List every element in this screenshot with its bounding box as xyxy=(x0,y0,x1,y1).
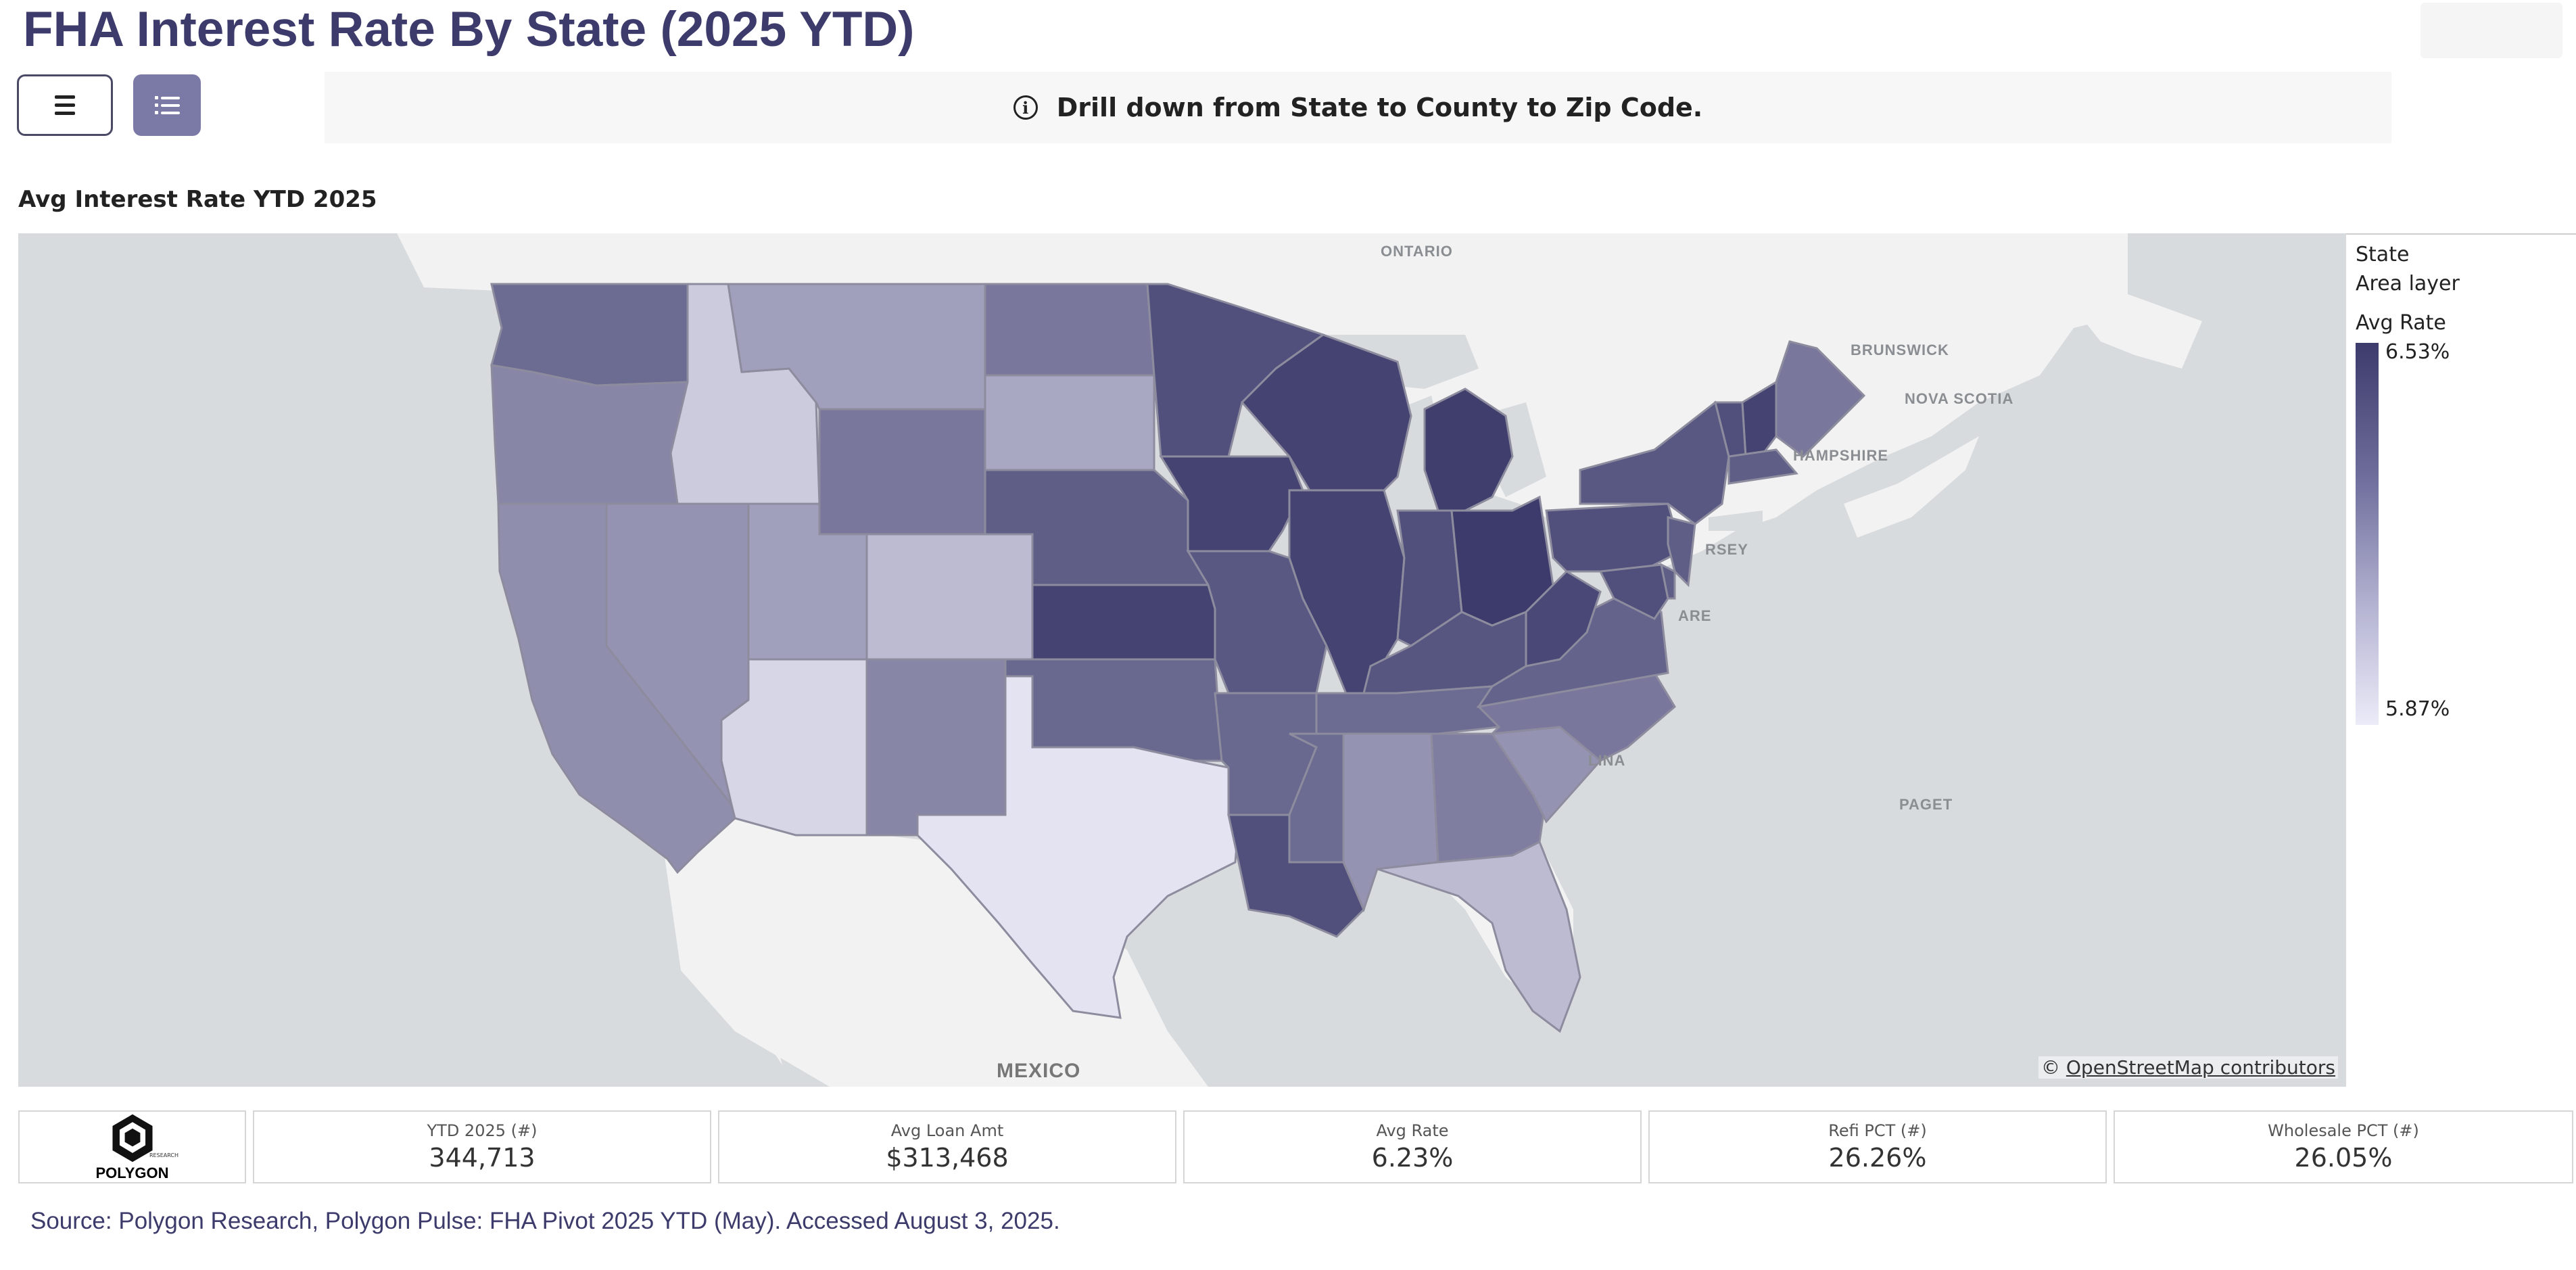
hamburger-icon xyxy=(55,95,75,115)
legend-layer-name: State xyxy=(2356,243,2410,266)
kpi-card-refi-pct: Refi PCT (#) 26.26% xyxy=(1648,1110,2107,1183)
attribution-prefix: © xyxy=(2041,1056,2060,1079)
map-label-carolina: LINA xyxy=(1588,752,1626,769)
kpi-card-avg-rate: Avg Rate 6.23% xyxy=(1183,1110,1642,1183)
map-label-mexico: MEXICO xyxy=(997,1060,1081,1082)
map-label-hampshire: HAMPSHIRE xyxy=(1793,447,1889,464)
page-title: FHA Interest Rate By State (2025 YTD) xyxy=(23,2,915,57)
state-pa[interactable] xyxy=(1545,502,1683,573)
info-icon: i xyxy=(1013,95,1038,120)
kpi-label: Refi PCT (#) xyxy=(1828,1121,1927,1140)
state-nd[interactable] xyxy=(984,283,1155,377)
top-right-placeholder xyxy=(2420,3,2562,58)
map-label-ontario: ONTARIO xyxy=(1381,243,1453,260)
kpi-value: 6.23% xyxy=(1371,1143,1454,1173)
logo-subtitle: RESEARCH xyxy=(149,1152,178,1158)
kpi-label: Avg Rate xyxy=(1376,1121,1449,1140)
kpi-card-wholesale-pct: Wholesale PCT (#) 26.05% xyxy=(2114,1110,2573,1183)
state-wy[interactable] xyxy=(818,408,986,536)
state-co[interactable] xyxy=(865,533,1034,661)
map-label-paget: PAGET xyxy=(1899,796,1953,813)
kpi-value: 26.26% xyxy=(1828,1143,1927,1173)
kpi-value: $313,468 xyxy=(886,1143,1009,1173)
kpi-card-ytd: YTD 2025 (#) 344,713 xyxy=(253,1110,711,1183)
kpi-label: YTD 2025 (#) xyxy=(427,1121,538,1140)
state-or[interactable] xyxy=(490,364,689,505)
state-nc[interactable] xyxy=(1476,672,1676,762)
state-mi[interactable] xyxy=(1423,387,1514,512)
kpi-value: 344,713 xyxy=(429,1143,535,1173)
source-note: Source: Polygon Research, Polygon Pulse:… xyxy=(30,1208,1060,1234)
kpi-card-avg-loan: Avg Loan Amt $313,468 xyxy=(718,1110,1176,1183)
nova-scotia-landmass xyxy=(1844,436,1979,538)
menu-button[interactable] xyxy=(17,74,113,136)
map-label-brunswick: BRUNSWICK xyxy=(1851,342,1949,358)
state-ma[interactable] xyxy=(1727,448,1798,485)
legend-measure: Avg Rate xyxy=(2356,311,2446,335)
state-nj[interactable] xyxy=(1667,516,1696,588)
legend-color-ramp xyxy=(2356,343,2379,725)
kpi-row: POLYGON RESEARCH YTD 2025 (#) 344,713 Av… xyxy=(18,1110,2576,1185)
mexico-landmass xyxy=(661,815,1208,1087)
state-md[interactable] xyxy=(1598,563,1669,620)
state-nh[interactable] xyxy=(1741,380,1778,465)
state-map[interactable]: ONTARIO BRUNSWICK NOVA SCOTIA HAMPSHIRE … xyxy=(18,233,2346,1087)
map-section-title: Avg Interest Rate YTD 2025 xyxy=(18,186,377,213)
kpi-label: Wholesale PCT (#) xyxy=(2268,1121,2419,1140)
newfoundland-landmass xyxy=(2074,294,2202,369)
banner-text: Drill down from State to County to Zip C… xyxy=(1056,93,1703,122)
state-de[interactable] xyxy=(1659,563,1676,600)
logo-name: POLYGON xyxy=(95,1165,169,1181)
map-label-jersey: RSEY xyxy=(1705,541,1748,558)
map-legend: State Area layer Avg Rate 6.53% 5.87% xyxy=(2346,235,2576,725)
polygon-logo-icon xyxy=(112,1114,153,1162)
legend-max-value: 6.53% xyxy=(2385,340,2450,364)
list-view-icon xyxy=(154,96,180,114)
state-ok[interactable] xyxy=(1004,658,1223,762)
state-wv[interactable] xyxy=(1525,570,1602,667)
divider xyxy=(2346,233,2576,235)
logo-card: POLYGON RESEARCH xyxy=(18,1110,246,1183)
state-ny[interactable] xyxy=(1579,400,1730,525)
state-fl[interactable] xyxy=(1377,840,1581,1033)
great-lakes-water xyxy=(1289,335,1763,565)
kpi-label: Avg Loan Amt xyxy=(890,1121,1004,1140)
osm-contributors-link[interactable]: OpenStreetMap contributors xyxy=(2066,1056,2335,1079)
baja-landmass xyxy=(667,828,782,1065)
map-label-nova-scotia: NOVA SCOTIA xyxy=(1905,390,2014,407)
state-ks[interactable] xyxy=(1031,584,1216,661)
state-sd[interactable] xyxy=(984,374,1155,471)
map-attribution: © OpenStreetMap contributors xyxy=(2038,1056,2338,1079)
kpi-value: 26.05% xyxy=(2294,1143,2393,1173)
states-layer[interactable] xyxy=(490,283,1866,1033)
legend-min-value: 5.87% xyxy=(2385,697,2450,721)
map-canvas[interactable] xyxy=(18,233,2346,1087)
state-tx[interactable] xyxy=(916,675,1240,1019)
list-view-button[interactable] xyxy=(133,74,201,136)
map-label-delaware: ARE xyxy=(1678,607,1712,624)
legend-layer-type: Area layer xyxy=(2356,272,2460,296)
drill-down-banner: i Drill down from State to County to Zip… xyxy=(325,72,2391,143)
state-nm[interactable] xyxy=(865,658,1007,837)
state-wi[interactable] xyxy=(1240,333,1412,492)
